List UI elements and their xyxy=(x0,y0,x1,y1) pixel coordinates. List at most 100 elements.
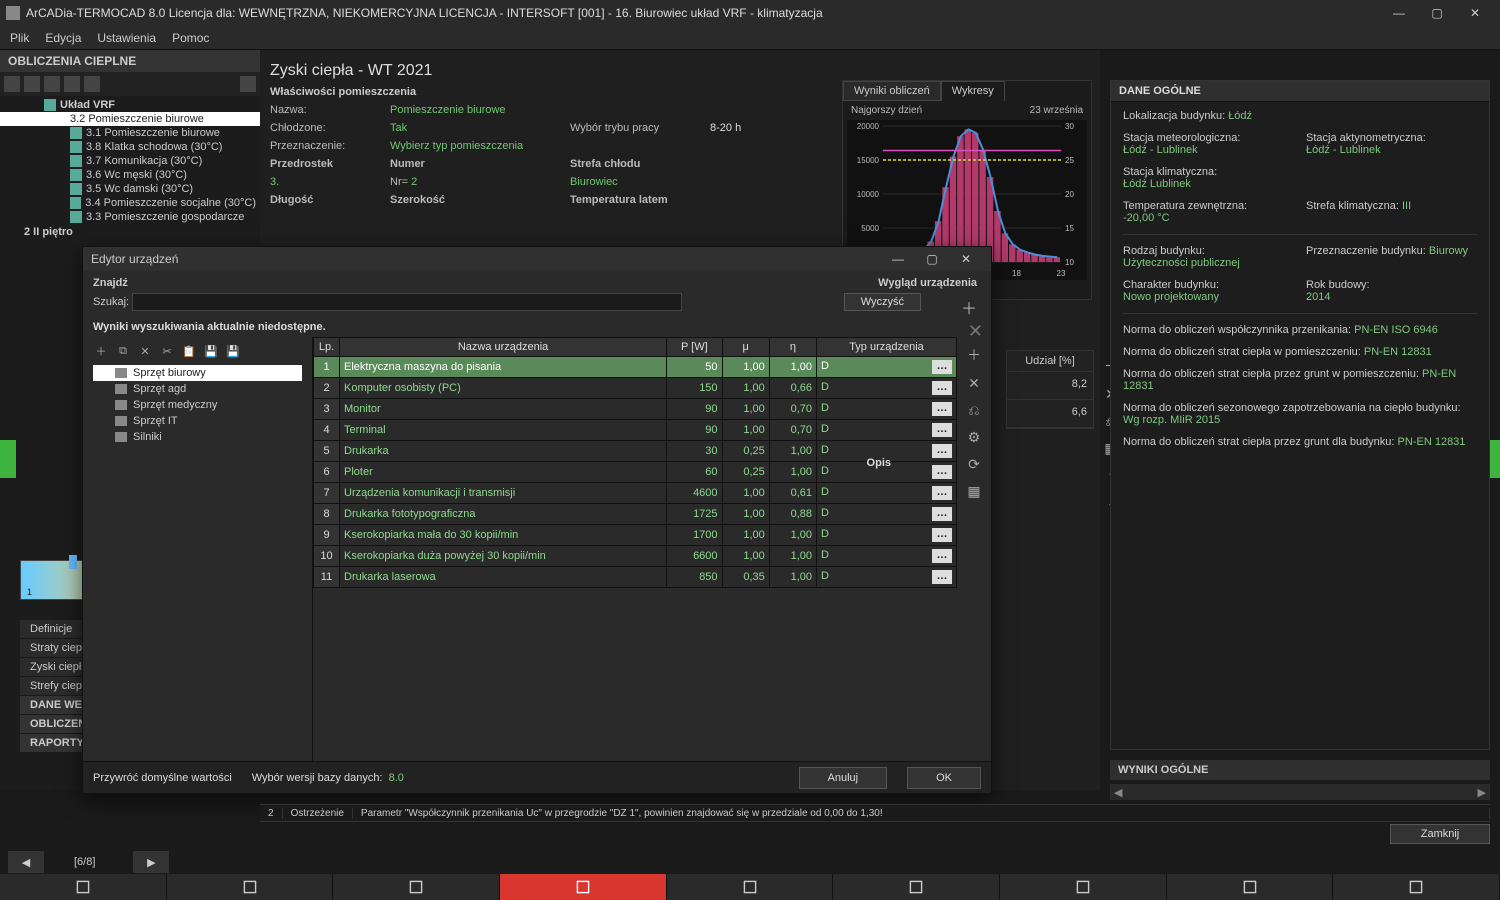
next-page-button[interactable]: ▶ xyxy=(133,851,169,873)
bottom-tab[interactable] xyxy=(1333,874,1500,900)
menu-settings[interactable]: Ustawienia xyxy=(97,31,156,45)
device-row[interactable]: 11Drukarka laserowa8500,351,00D … xyxy=(314,567,957,588)
row-branch-icon[interactable]: ⎌ xyxy=(968,402,979,419)
tree-room[interactable]: 3.3 Pomieszczenie gospodarcze xyxy=(0,210,260,224)
cat-delete-icon[interactable]: ✕ xyxy=(137,343,153,359)
row-grid-icon[interactable]: ▦ xyxy=(967,483,980,500)
menu-help[interactable]: Pomoc xyxy=(172,31,209,45)
row-options-button[interactable]: … xyxy=(932,486,952,500)
search-input[interactable] xyxy=(132,293,682,311)
row-options-button[interactable]: … xyxy=(932,402,952,416)
close-panel-button[interactable]: Zamknij xyxy=(1390,824,1490,844)
category-toolbar: ＋ ⧉ ✕ ✂ 📋 💾 💾 xyxy=(93,343,302,359)
row-options-button[interactable]: … xyxy=(932,381,952,395)
svg-text:30: 30 xyxy=(1065,122,1074,131)
tree-floor-2[interactable]: 2 II piętro xyxy=(0,224,260,240)
clear-button[interactable]: Wyczyść xyxy=(844,293,921,311)
tree-down-icon[interactable] xyxy=(84,76,100,92)
dialog-titlebar: Edytor urządzeń — ▢ ✕ xyxy=(83,247,991,271)
device-row[interactable]: 2Komputer osobisty (PC)1501,000,66D … xyxy=(314,378,957,399)
maximize-button[interactable]: ▢ xyxy=(1418,0,1456,26)
left-expand-tab[interactable] xyxy=(0,440,16,478)
tree-root[interactable]: Układ VRF xyxy=(0,98,260,112)
appearance-close-icon[interactable]: ✕ xyxy=(968,321,983,342)
dialog-minimize-button[interactable]: — xyxy=(881,248,915,270)
category-item[interactable]: Sprzęt IT xyxy=(93,413,302,429)
tree-copy-icon[interactable] xyxy=(24,76,40,92)
row-options-button[interactable]: … xyxy=(932,465,952,479)
cat-paste-icon[interactable]: 📋 xyxy=(181,343,197,359)
row-options-button[interactable]: … xyxy=(932,360,952,374)
category-item[interactable]: Sprzęt medyczny xyxy=(93,397,302,413)
prop-purpose-value[interactable]: Wybierz typ pomieszczenia xyxy=(390,140,830,152)
actino-value: Łódź - Lublinek xyxy=(1306,144,1477,156)
tree-sync-icon[interactable] xyxy=(240,76,256,92)
row-refresh-icon[interactable]: ⟳ xyxy=(968,456,980,473)
tree-del-icon[interactable] xyxy=(44,76,60,92)
device-row[interactable]: 6Ploter600,251,00D … xyxy=(314,462,957,483)
row-delete-icon[interactable]: ✕ xyxy=(968,375,980,392)
chart-tab-charts[interactable]: Wykresy xyxy=(941,81,1005,101)
bottom-tab[interactable] xyxy=(0,874,167,900)
appearance-add-icon[interactable]: ＋ xyxy=(961,295,977,319)
tree-room[interactable]: 3.7 Komunikacja (30°C) xyxy=(0,154,260,168)
chart-tab-results[interactable]: Wyniki obliczeń xyxy=(843,81,941,101)
ok-button[interactable]: OK xyxy=(907,767,981,789)
cat-cut-icon[interactable]: ✂ xyxy=(159,343,175,359)
restore-defaults-link[interactable]: Przywróć domyślne wartości xyxy=(93,772,232,784)
bottom-tab[interactable] xyxy=(1167,874,1334,900)
general-data-header: DANE OGÓLNE xyxy=(1111,81,1489,102)
device-row[interactable]: 9Kserokopiarka mała do 30 kopii/min17001… xyxy=(314,525,957,546)
bottom-tab-active[interactable] xyxy=(500,874,667,900)
row-options-button[interactable]: … xyxy=(932,507,952,521)
category-item[interactable]: Sprzęt agd xyxy=(93,381,302,397)
room-icon xyxy=(70,155,82,167)
tree-room[interactable]: 3.4 Pomieszczenie socjalne (30°C) xyxy=(0,196,260,210)
climate-station-value: Łódź Lublinek xyxy=(1123,178,1294,190)
tree-room[interactable]: 3.5 Wc damski (30°C) xyxy=(0,182,260,196)
tree-up-icon[interactable] xyxy=(64,76,80,92)
db-version-value[interactable]: 8.0 xyxy=(389,772,404,784)
horizontal-scrollbar[interactable]: ◀▶ xyxy=(1110,784,1490,800)
menu-file[interactable]: Plik xyxy=(10,31,29,45)
category-item[interactable]: Sprzęt biurowy xyxy=(93,365,302,381)
bottom-tab[interactable] xyxy=(1000,874,1167,900)
device-row[interactable]: 4Terminal901,000,70D … xyxy=(314,420,957,441)
dialog-close-button[interactable]: ✕ xyxy=(949,248,983,270)
prev-page-button[interactable]: ◀ xyxy=(8,851,44,873)
cat-saveall-icon[interactable]: 💾 xyxy=(225,343,241,359)
bottom-tab[interactable] xyxy=(167,874,334,900)
row-props-icon[interactable]: ⚙ xyxy=(968,429,981,446)
row-options-button[interactable]: … xyxy=(932,549,952,563)
tree-room[interactable]: 3.1 Pomieszczenie biurowe xyxy=(0,126,260,140)
slider-handle[interactable] xyxy=(69,555,77,569)
cancel-button[interactable]: Anuluj xyxy=(799,767,888,789)
dialog-maximize-button[interactable]: ▢ xyxy=(915,248,949,270)
cat-save-icon[interactable]: 💾 xyxy=(203,343,219,359)
tree-room[interactable]: 3.2 Pomieszczenie biurowe xyxy=(0,112,260,126)
device-row[interactable]: 7Urządzenia komunikacji i transmisji4600… xyxy=(314,483,957,504)
row-add-icon[interactable]: ＋ xyxy=(967,345,981,365)
tree-add-icon[interactable] xyxy=(4,76,20,92)
results-header[interactable]: WYNIKI OGÓLNE xyxy=(1110,760,1490,780)
minimize-button[interactable]: — xyxy=(1380,0,1418,26)
tree-room[interactable]: 3.8 Klatka schodowa (30°C) xyxy=(0,140,260,154)
row-options-button[interactable]: … xyxy=(932,423,952,437)
bottom-tab[interactable] xyxy=(833,874,1000,900)
close-button[interactable]: ✕ xyxy=(1456,0,1494,26)
device-row[interactable]: 10Kserokopiarka duża powyżej 30 kopii/mi… xyxy=(314,546,957,567)
device-row[interactable]: 1Elektryczna maszyna do pisania501,001,0… xyxy=(314,357,957,378)
tree-room[interactable]: 3.6 Wc męski (30°C) xyxy=(0,168,260,182)
bottom-tab[interactable] xyxy=(333,874,500,900)
bottom-tab[interactable] xyxy=(667,874,834,900)
cat-copy-icon[interactable]: ⧉ xyxy=(115,343,131,359)
row-options-button[interactable]: … xyxy=(932,528,952,542)
menu-edit[interactable]: Edycja xyxy=(45,31,81,45)
device-row[interactable]: 3Monitor901,000,70D … xyxy=(314,399,957,420)
device-row[interactable]: 5Drukarka300,251,00D … xyxy=(314,441,957,462)
device-row[interactable]: 8Drukarka fototypograficzna17251,000,88D… xyxy=(314,504,957,525)
cat-add-icon[interactable]: ＋ xyxy=(93,343,109,359)
row-options-button[interactable]: … xyxy=(932,570,952,584)
row-options-button[interactable]: … xyxy=(932,444,952,458)
category-item[interactable]: Silniki xyxy=(93,429,302,445)
